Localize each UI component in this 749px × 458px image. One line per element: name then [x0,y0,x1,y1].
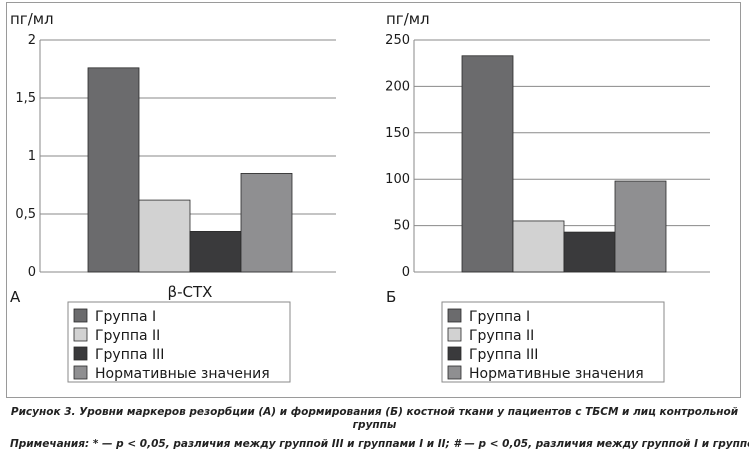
figure-svg: 0 0,5 1 1,5 2 пг/мл β-СТХ А Группа I Группа II Гру… [10,10,710,383]
legend-swatch [73,346,88,361]
legend-label: Нормативные значения [95,366,270,382]
bar-4 [240,172,293,273]
y-tick-label: 0 [402,265,410,280]
y-tick-label: 100 [385,172,410,187]
legend-swatch [447,365,462,380]
bar-3 [189,230,242,273]
legend-label: Группа I [95,309,156,325]
legend-box [441,301,665,383]
y-axis-unit: пг/мл [10,10,54,28]
figure-notes: Примечания: * — p < 0,05, различия между… [10,438,749,450]
legend-swatch [447,308,462,323]
y-tick-label: 1,5 [15,91,36,106]
figure-frame [6,2,741,398]
bar-1 [87,67,140,273]
y-tick-label: 0 [28,265,36,280]
legend-label: Группа I [469,309,530,325]
panel-label: А [10,288,21,306]
y-tick-label: 2 [28,33,36,48]
y-tick-label: 0,5 [15,207,36,222]
y-tick-label: 200 [385,79,410,94]
bar-4 [614,180,667,273]
panel-label: Б [386,288,396,306]
y-axis-unit: пг/мл [386,10,430,28]
bar-2 [512,220,565,273]
bar-1 [461,55,514,273]
legend-label: Группа II [469,328,534,344]
legend-label: Группа II [95,328,160,344]
bar-2 [138,199,191,273]
y-tick-label: 50 [393,219,410,234]
figure-caption: Рисунок 3. Уровни маркеров резорбции (А)… [10,406,739,431]
legend-swatch [447,327,462,342]
bar-3 [563,231,616,273]
y-tick-label: 150 [385,126,410,141]
legend-swatch [73,365,88,380]
legend-swatch [73,308,88,323]
legend-swatch [73,327,88,342]
legend-label: Группа III [95,347,164,363]
legend-label: Нормативные значения [469,366,644,382]
legend-swatch [447,346,462,361]
legend-label: Группа III [469,347,538,363]
y-tick-label: 1 [28,149,36,164]
legend-box [67,301,291,383]
x-axis-label: β-СТХ [168,283,213,301]
y-tick-label: 250 [385,33,410,48]
